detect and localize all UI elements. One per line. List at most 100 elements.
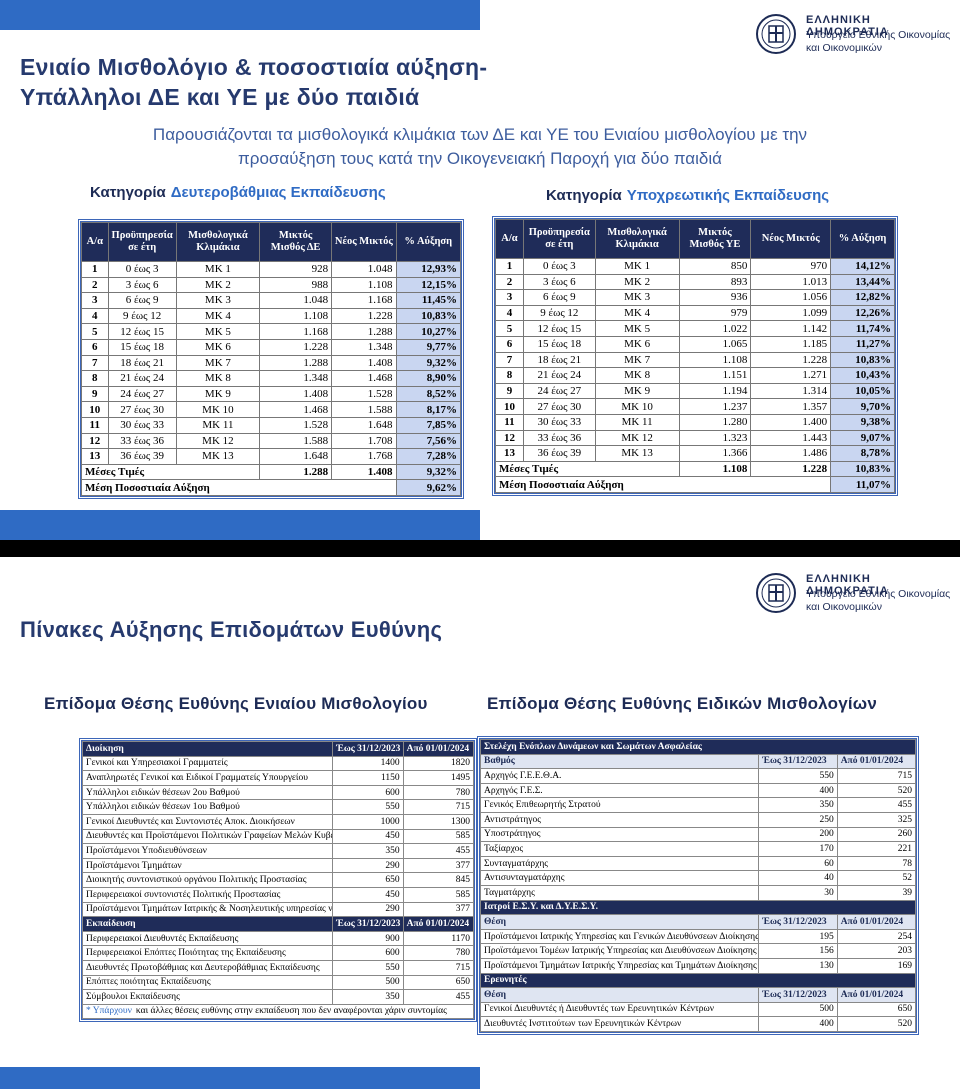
- data-row: 5 12 έως 15 ΜΚ 5 1.022 1.142 11,74%: [495, 320, 895, 337]
- logo-line: και Οικονομικών: [806, 42, 882, 54]
- section-title-row: Ιατροί Ε.Σ.Υ. και Δ.Υ.Ε.Σ.Υ.: [480, 899, 916, 916]
- cell: 450: [332, 886, 404, 903]
- cell: 9,38%: [830, 413, 895, 431]
- cell: Διευθυντές Πρωτοβάθμιας και Δευτεροβάθμι…: [81, 959, 334, 976]
- cell: 170: [758, 841, 838, 857]
- cell: 1.048: [331, 261, 397, 278]
- cell: 1.443: [750, 429, 832, 447]
- cell: 1170: [402, 930, 475, 947]
- header-cell: Βαθμός: [479, 753, 760, 770]
- cell: 18 έως 21: [522, 351, 596, 369]
- cell: 450: [332, 828, 404, 845]
- section-title: Ερευνητές: [480, 972, 916, 989]
- cell: Διοικητής συντονιστικού οργάνου Πολιτική…: [81, 872, 334, 888]
- top-bar: [0, 0, 480, 30]
- cell: Αρχηγός Γ.Ε.Σ.: [479, 782, 760, 799]
- cell: Σύμβουλοι Εκπαίδευσης: [81, 989, 334, 1005]
- cell: 715: [402, 799, 475, 815]
- cell: ΜΚ 5: [175, 323, 261, 340]
- data-row: Αντιστράτηγος 250 325: [479, 811, 917, 828]
- cell: 39: [836, 884, 917, 901]
- cell: 221: [836, 841, 917, 857]
- footnote: * Υπάρχουν και άλλες θέσεις ευθύνης στην …: [82, 1003, 474, 1020]
- heading-highlight: Δευτεροβάθμιας Εκπαίδευσης: [170, 184, 386, 201]
- table-frame: Διοίκηση Έως 31/12/2023 Από 01/01/2024 Γενι…: [79, 738, 477, 1023]
- data-row: 10 27 έως 30 ΜΚ 10 1.468 1.588 8,17%: [81, 401, 462, 418]
- cell: 8,78%: [830, 445, 895, 462]
- data-row: Προϊστάμενοι Τμημάτων Ιατρικής & Νοσηλευ…: [81, 901, 475, 918]
- cell: 12: [81, 432, 109, 450]
- cell: Επόπτες ποιότητας Εκπαίδευσης: [81, 974, 334, 991]
- cell: 1.528: [331, 385, 397, 403]
- cell: 169: [836, 957, 917, 974]
- heading-prefix: Κατηγορία: [546, 187, 622, 204]
- cell: 1.708: [331, 432, 397, 450]
- header-cell: Από 01/01/2024: [836, 914, 917, 930]
- cell: 850: [678, 258, 752, 275]
- data-row: 13 36 έως 39 ΜΚ 13 1.366 1.486 8,78%: [495, 445, 895, 462]
- cell: 1.271: [750, 367, 832, 384]
- cell: 1495: [402, 770, 475, 786]
- cell: 260: [836, 826, 917, 843]
- cell: 200: [758, 826, 838, 843]
- cell: Προϊστάμενοι Ιατρικής Υπηρεσίας και Γενι…: [479, 928, 760, 945]
- cell: 4: [495, 304, 524, 322]
- header-cell: Έως 31/12/2023: [758, 987, 838, 1003]
- cell: 1.528: [259, 416, 333, 434]
- cell: 500: [758, 1001, 838, 1018]
- cell: 11,74%: [830, 320, 895, 337]
- cell: 12,26%: [830, 304, 895, 322]
- cell: 10,83%: [395, 307, 462, 325]
- cell: ΜΚ 1: [594, 258, 680, 275]
- data-row: Αντισυνταγματάρχης 40 52: [479, 870, 917, 886]
- cell: 1.065: [678, 335, 752, 353]
- cell: 1.366: [678, 445, 752, 462]
- section-title-row: Ερευνητές: [480, 972, 916, 989]
- cell: 60: [758, 855, 838, 872]
- cell: 30 έως 33: [107, 416, 177, 434]
- cell: 6: [81, 338, 109, 356]
- cell: 10,27%: [395, 323, 462, 340]
- cell: 7: [495, 351, 524, 369]
- cell: 7: [81, 354, 109, 372]
- salary-table: Α/α Προϋπηρεσία σε έτη Μισθολογικά Κλιμάκι…: [80, 222, 462, 496]
- cell: 1.648: [331, 416, 397, 434]
- logo-line: ΕΛΛΗΝΙΚΗ ΔΗΜΟΚΡΑΤΙΑ: [806, 573, 889, 597]
- cell: 9,32%: [395, 463, 462, 481]
- subtitle: Παρουσιάζονται τα μισθολογικά κλιμάκια τ…: [152, 125, 808, 144]
- cell: Αντισυνταγματάρχης: [479, 870, 760, 886]
- logo-line: Υπουργείο Εθνικής Οικονομίας: [806, 29, 951, 41]
- cell: 1.400: [750, 413, 832, 431]
- data-row: Σύμβουλοι Εκπαίδευσης 350 455: [81, 989, 475, 1005]
- data-row: Περιφερειακοί συντονιστές Πολιτικής Προσ…: [81, 886, 475, 903]
- cell: 715: [402, 959, 475, 976]
- cell: ΜΚ 11: [175, 416, 261, 434]
- cell: 600: [332, 945, 404, 961]
- cell: 30: [758, 884, 838, 901]
- cell: 30 έως 33: [522, 413, 596, 431]
- header-cell: Α/α: [495, 219, 524, 259]
- data-row: Ταξίαρχος 170 221: [479, 841, 917, 857]
- cell: 1400: [332, 755, 404, 772]
- bottom-bar: [0, 1067, 480, 1089]
- average-row: Μέσες Τιμές 1.108 1.228 10,83%: [495, 460, 895, 478]
- data-row: Προϊστάμενοι Υποδιευθύνσεων 350 455: [81, 843, 475, 859]
- cell: 1: [495, 258, 524, 275]
- footnote-highlight: * Υπάρχουν: [86, 1006, 132, 1017]
- cell: Υπάλληλοι ειδικών θέσεων 2ου Βαθμού: [81, 784, 334, 801]
- header-cell: Εκπαίδευση: [81, 916, 334, 932]
- section-title-row: Στελέχη Ενόπλων Δυνάμεων και Σωμάτων Ασφ…: [480, 739, 916, 755]
- cell: 10: [81, 401, 109, 418]
- cell: 350: [332, 989, 404, 1005]
- data-row: Γενικοί Διευθυντές ή Διευθυντές των Ερευ…: [479, 1001, 917, 1018]
- cell: 1.288: [259, 354, 333, 372]
- heading: Επίδομα Θέσης Ευθύνης Ειδικών Μισθολογίω…: [487, 694, 877, 713]
- cell: 9,77%: [395, 338, 462, 356]
- logo-line: Υπουργείο Εθνικής Οικονομίας: [806, 588, 951, 600]
- cell: 13,44%: [830, 273, 895, 291]
- cell: 9 έως 12: [522, 304, 596, 322]
- cell: 377: [402, 857, 475, 874]
- cell: Περιφερειακοί Διευθυντές Εκπαίδευσης: [81, 930, 334, 947]
